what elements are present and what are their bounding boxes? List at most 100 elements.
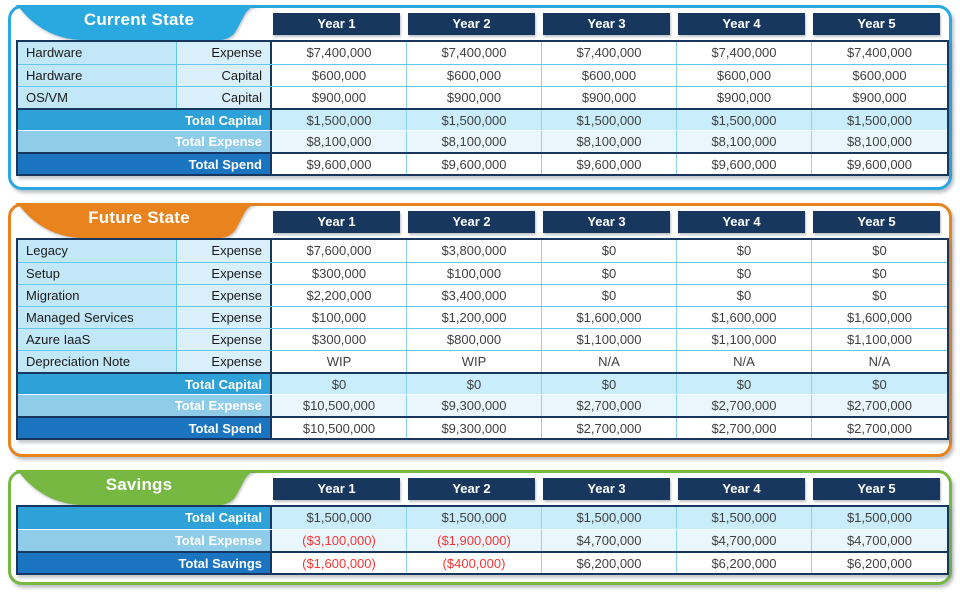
cell-value: $2,700,000 — [542, 395, 677, 416]
cell-value: $900,000 — [677, 87, 812, 108]
year-header: Year 2 — [408, 13, 535, 35]
current-state-tab: Current State — [15, 5, 263, 40]
row-label: Migration — [18, 285, 177, 306]
table-row: Hardware Expense $7,400,000 $7,400,000 $7,40… — [18, 42, 947, 64]
total-label: Total Capital — [18, 110, 272, 130]
cell-value: $0 — [542, 285, 677, 306]
total-row: Total Spend $10,500,000 $9,300,000 $2,700,0… — [18, 416, 947, 438]
cell-value: $3,800,000 — [407, 240, 542, 262]
cell-value: $0 — [677, 263, 812, 284]
cell-value: $100,000 — [272, 307, 407, 328]
cell-value: $1,500,000 — [812, 507, 947, 529]
cell-value: $0 — [677, 240, 812, 262]
current-state-table: Hardware Expense $7,400,000 $7,400,000 $7,40… — [16, 40, 949, 176]
cell-value: $9,300,000 — [407, 395, 542, 416]
total-label: Total Expense — [18, 395, 272, 416]
cell-value: WIP — [272, 351, 407, 372]
cell-value: $8,100,000 — [272, 131, 407, 152]
row-category: Expense — [177, 307, 272, 328]
cell-value: $1,100,000 — [812, 329, 947, 350]
cell-value: $1,600,000 — [542, 307, 677, 328]
savings-table: Total Capital $1,500,000 $1,500,000 $1,500,… — [16, 505, 949, 575]
row-category: Expense — [177, 329, 272, 350]
total-row: Total Capital $1,500,000 $1,500,000 $1,500,… — [18, 108, 947, 130]
cell-value: ($1,900,000) — [407, 530, 542, 551]
year-header: Year 4 — [678, 211, 805, 233]
year-header: Year 4 — [678, 13, 805, 35]
cell-value: $4,700,000 — [542, 530, 677, 551]
cell-value: N/A — [812, 351, 947, 372]
table-row: Migration Expense $2,200,000 $3,400,000 $0 $0… — [18, 284, 947, 306]
cell-value: $2,700,000 — [812, 418, 947, 438]
tab-shape — [15, 470, 261, 505]
cell-value: $2,700,000 — [542, 418, 677, 438]
cell-value: $0 — [812, 374, 947, 394]
year-header-row: Year 1 Year 2 Year 3 Year 4 Year 5 — [273, 211, 940, 233]
total-label: Total Capital — [18, 507, 272, 529]
panel-savings: Savings Year 1 Year 2 Year 3 Year 4 Year 5 T… — [8, 470, 952, 585]
year-header: Year 1 — [273, 478, 400, 500]
total-row: Total Spend $9,600,000 $9,600,000 $9,600,00… — [18, 152, 947, 174]
future-state-tab: Future State — [15, 203, 263, 238]
cell-value: $2,700,000 — [812, 395, 947, 416]
row-label: Legacy — [18, 240, 177, 262]
row-category: Expense — [177, 240, 272, 262]
cell-value: $1,600,000 — [677, 307, 812, 328]
cell-value: $9,300,000 — [407, 418, 542, 438]
year-header: Year 5 — [813, 13, 940, 35]
row-category: Expense — [177, 285, 272, 306]
cell-value: $8,100,000 — [542, 131, 677, 152]
cell-value: $600,000 — [407, 65, 542, 86]
cell-value: $900,000 — [272, 87, 407, 108]
total-row: Total Capital $0 $0 $0 $0 $0 — [18, 372, 947, 394]
cell-value: $1,500,000 — [542, 110, 677, 130]
cell-value: $9,600,000 — [677, 154, 812, 174]
cell-value: $900,000 — [542, 87, 677, 108]
year-header: Year 5 — [813, 211, 940, 233]
cell-value: $900,000 — [812, 87, 947, 108]
cost-comparison-report: Current State Year 1 Year 2 Year 3 Year 4 Ye… — [8, 5, 952, 585]
cell-value: $7,400,000 — [542, 42, 677, 64]
table-row: Managed Services Expense $100,000 $1,200,00… — [18, 306, 947, 328]
tab-shape — [15, 5, 261, 40]
cell-value: ($400,000) — [407, 553, 542, 573]
row-category: Capital — [177, 87, 272, 108]
cell-value: $7,400,000 — [407, 42, 542, 64]
row-label: Setup — [18, 263, 177, 284]
total-row: Total Expense ($3,100,000) ($1,900,000) $4,… — [18, 529, 947, 551]
row-category: Expense — [177, 263, 272, 284]
row-label: Hardware — [18, 65, 177, 86]
cell-value: $7,400,000 — [812, 42, 947, 64]
cell-value: $9,600,000 — [812, 154, 947, 174]
row-category: Capital — [177, 65, 272, 86]
tab-shape — [15, 203, 261, 238]
cell-value: $1,200,000 — [407, 307, 542, 328]
table-row: OS/VM Capital $900,000 $900,000 $900,000 $900… — [18, 86, 947, 108]
cell-value: N/A — [677, 351, 812, 372]
cell-value: $1,500,000 — [812, 110, 947, 130]
year-header-row: Year 1 Year 2 Year 3 Year 4 Year 5 — [273, 13, 940, 35]
row-label: Hardware — [18, 42, 177, 64]
cell-value: $0 — [677, 285, 812, 306]
cell-value: WIP — [407, 351, 542, 372]
cell-value: $1,500,000 — [272, 110, 407, 130]
year-header: Year 2 — [408, 478, 535, 500]
cell-value: $7,400,000 — [677, 42, 812, 64]
cell-value: $10,500,000 — [272, 418, 407, 438]
cell-value: ($3,100,000) — [272, 530, 407, 551]
cell-value: $0 — [272, 374, 407, 394]
cell-value: $1,100,000 — [677, 329, 812, 350]
cell-value: $0 — [812, 285, 947, 306]
cell-value: $7,400,000 — [272, 42, 407, 64]
row-label: OS/VM — [18, 87, 177, 108]
cell-value: $1,500,000 — [407, 110, 542, 130]
total-row: Total Expense $8,100,000 $8,100,000 $8,100,… — [18, 130, 947, 152]
cell-value: $0 — [542, 240, 677, 262]
panel-future-state: Future State Year 1 Year 2 Year 3 Year 4 Yea… — [8, 203, 952, 457]
cell-value: $1,500,000 — [407, 507, 542, 529]
row-category: Expense — [177, 351, 272, 372]
table-row: Setup Expense $300,000 $100,000 $0 $0 $0 — [18, 262, 947, 284]
row-label: Managed Services — [18, 307, 177, 328]
panel-current-state: Current State Year 1 Year 2 Year 3 Year 4 Ye… — [8, 5, 952, 190]
cell-value: $9,600,000 — [542, 154, 677, 174]
